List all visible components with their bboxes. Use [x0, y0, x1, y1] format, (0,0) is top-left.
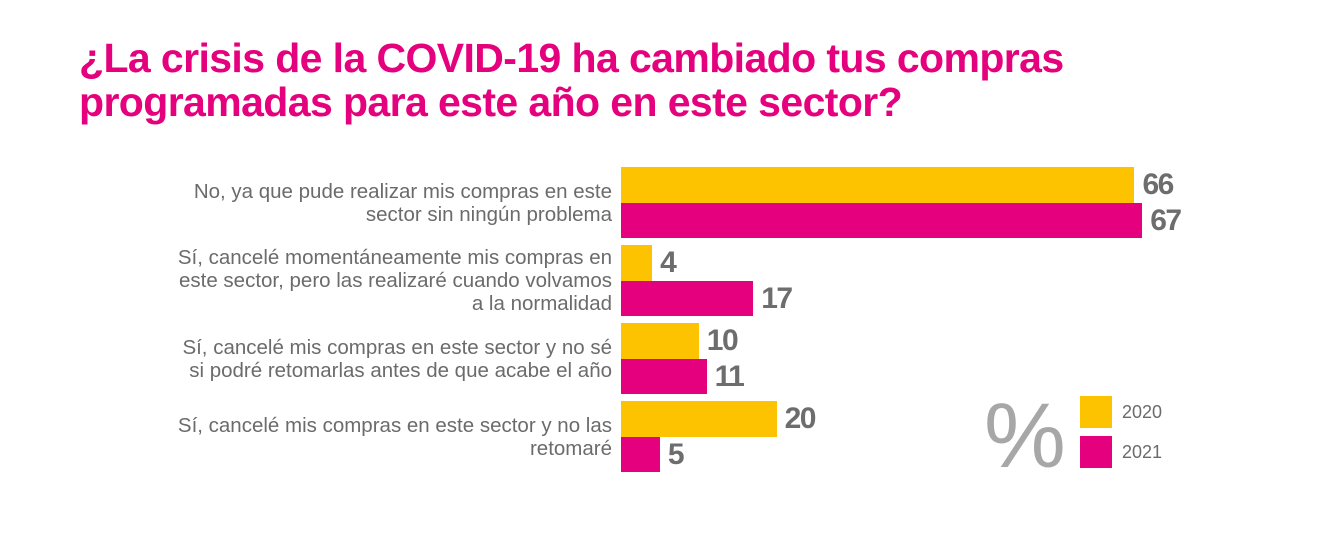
bar-2020: [621, 167, 1135, 203]
category-label-line: sector sin ningún problema: [365, 202, 612, 226]
legend-label-2020: 2020: [1122, 402, 1163, 422]
category-label-line: Sí, cancelé momentáneamente mis compras …: [177, 246, 612, 269]
data-label-2021: 67: [1150, 203, 1182, 237]
data-label-2020: 20: [784, 402, 817, 435]
category-label-line: este sector, pero las realizaré cuando v…: [178, 269, 612, 292]
legend-label-2021: 2021: [1122, 442, 1163, 462]
percent-unit-symbol: %: [984, 385, 1066, 487]
chart-title: ¿La crisis de la COVID-19 ha cambiado tu…: [79, 35, 1064, 125]
data-label-2020: 10: [706, 324, 739, 357]
legend-swatch-2020: [1080, 396, 1112, 428]
category-label: No, ya que pude realizar mis compras en …: [52, 180, 612, 226]
bar-2021: [621, 436, 660, 472]
category-label-line: Sí, cancelé mis compras en este sector y…: [177, 413, 612, 437]
category-label-line: Sí, cancelé mis compras en este sector y…: [182, 335, 612, 359]
data-label-2021: 11: [714, 359, 745, 393]
category-label-line: a la normalidad: [471, 292, 612, 315]
category-label: Sí, cancelé mis compras en este sector y…: [52, 336, 612, 382]
data-label-2021: 17: [761, 281, 793, 315]
data-label-2020: 4: [660, 246, 677, 279]
category-label-line: No, ya que pude realizar mis compras en …: [193, 179, 612, 203]
bar-2021: [621, 358, 707, 394]
bar-2020: [621, 323, 699, 359]
bar-2021: [621, 280, 754, 316]
legend-swatch-2021: [1080, 436, 1112, 468]
category-label: Sí, cancelé momentáneamente mis compras …: [52, 246, 612, 315]
category-label-line: si podré retomarlas antes de que acabe e…: [189, 358, 612, 382]
category-label-line: retomaré: [529, 436, 612, 460]
category-label: Sí, cancelé mis compras en este sector y…: [52, 414, 612, 460]
bar-2021: [621, 202, 1143, 238]
data-label-2020: 66: [1142, 168, 1174, 201]
bar-2020: [621, 401, 777, 437]
bar-2020: [621, 245, 653, 281]
data-label-2021: 5: [667, 437, 685, 471]
